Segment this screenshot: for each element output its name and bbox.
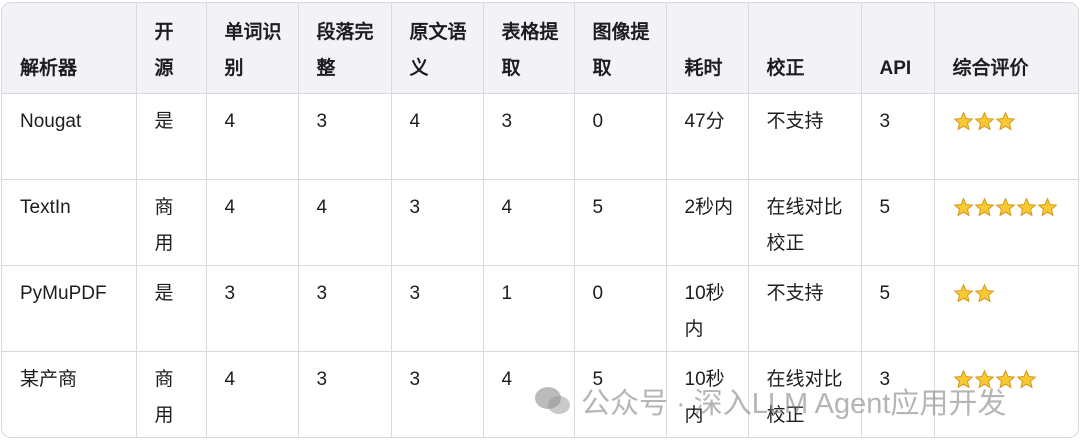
- wechat-icon: [535, 387, 570, 414]
- star: [973, 369, 995, 389]
- table-row: PyMuPDF 是 3 3 3 1 0 10秒内 不支持 5: [2, 265, 1078, 352]
- star: [973, 197, 995, 217]
- header-cell: 表格提取: [483, 3, 575, 94]
- header-cell: 耗时: [666, 3, 749, 94]
- table-cell: 不支持: [748, 265, 862, 352]
- table-cell: 是: [136, 265, 207, 352]
- star: [1015, 197, 1037, 217]
- star-rating: [952, 283, 995, 304]
- table-cell: 某产商: [2, 351, 137, 437]
- star: [952, 197, 974, 217]
- table-cell: 4: [206, 351, 299, 437]
- table-cell: 4: [206, 93, 299, 180]
- table-row: 某产商 商用 4 3 3 4 5 10秒内 在线对比校正 3: [2, 351, 1078, 437]
- header-cell: 原文语义: [391, 3, 484, 94]
- rating-cell: [934, 351, 1078, 437]
- comparison-table: 解析器 开源 单词识别 段落完整 原文语义 表格提取 图像提取 耗时 校正 API 综合评价 Nou…: [2, 3, 1078, 437]
- table-cell: 在线对比校正: [748, 351, 862, 437]
- table-body: Nougat 是 4 3 4 3 0 47分 不支持 3 TextIn 商用 4 4 3 4 5 2秒内 在线对比校…: [2, 93, 1078, 437]
- table-cell: 3: [298, 351, 392, 437]
- table-cell: 3: [391, 351, 484, 437]
- table-cell: 2秒内: [666, 179, 749, 266]
- header-cell: 图像提取: [574, 3, 667, 94]
- table-cell: 3: [298, 265, 392, 352]
- watermark-text: 公众号 · 深入LLM Agent应用开发: [581, 388, 1007, 420]
- star: [1015, 369, 1037, 389]
- table-cell: 10秒内: [666, 351, 749, 437]
- star: [973, 111, 995, 131]
- table-cell: 4: [391, 93, 484, 180]
- table-cell: 0: [574, 265, 667, 352]
- header-cell: 开源: [136, 3, 207, 94]
- rating-cell: [934, 179, 1078, 266]
- table-row: Nougat 是 4 3 4 3 0 47分 不支持 3: [2, 93, 1078, 180]
- header-cell: 段落完整: [298, 3, 392, 94]
- star-rating: [952, 369, 1037, 390]
- star: [952, 111, 974, 131]
- star: [952, 283, 974, 303]
- star-rating: [952, 197, 1058, 218]
- star: [973, 283, 995, 303]
- table-cell: 0: [574, 93, 667, 180]
- table-cell: 3: [206, 265, 299, 352]
- header-cell: 校正: [748, 3, 862, 94]
- star: [1036, 197, 1058, 217]
- header-row: 解析器 开源 单词识别 段落完整 原文语义 表格提取 图像提取 耗时 校正 API 综合评价: [2, 3, 1078, 94]
- table-cell: 3: [391, 179, 484, 266]
- table-cell: 商用: [136, 351, 207, 437]
- table-cell: 3: [298, 93, 392, 180]
- table-row: TextIn 商用 4 4 3 4 5 2秒内 在线对比校正 5: [2, 179, 1078, 266]
- star: [994, 369, 1016, 389]
- table-cell: PyMuPDF: [2, 265, 137, 352]
- header-cell: 综合评价: [934, 3, 1078, 94]
- table-cell: 4: [298, 179, 392, 266]
- table-cell: 3: [861, 351, 935, 437]
- rating-cell: [934, 93, 1078, 180]
- table-cell: 4: [483, 179, 575, 266]
- table-cell: Nougat: [2, 93, 137, 180]
- star: [994, 111, 1016, 131]
- table-cell: 1: [483, 265, 575, 352]
- table-cell: 3: [483, 93, 575, 180]
- table-cell: 3: [391, 265, 484, 352]
- table-cell: 10秒内: [666, 265, 749, 352]
- table-cell: 不支持: [748, 93, 862, 180]
- table-cell: 商用: [136, 179, 207, 266]
- table-cell: 5: [861, 265, 935, 352]
- table-cell: 5: [574, 351, 667, 437]
- table-cell: 3: [861, 93, 935, 180]
- table-cell: 是: [136, 93, 207, 180]
- star: [994, 197, 1016, 217]
- table-cell: 5: [574, 179, 667, 266]
- star: [952, 369, 974, 389]
- star-rating: [952, 111, 1016, 132]
- table-cell: 5: [861, 179, 935, 266]
- header-cell: 单词识别: [206, 3, 299, 94]
- table-cell: 47分: [666, 93, 749, 180]
- header-cell: API: [861, 3, 935, 94]
- header-cell: 解析器: [2, 3, 137, 94]
- table-cell: 在线对比校正: [748, 179, 862, 266]
- table-cell: TextIn: [2, 179, 137, 266]
- watermark: 公众号 · 深入LLM Agent应用开发: [533, 380, 1006, 422]
- table-cell: 4: [206, 179, 299, 266]
- rating-cell: [934, 265, 1078, 352]
